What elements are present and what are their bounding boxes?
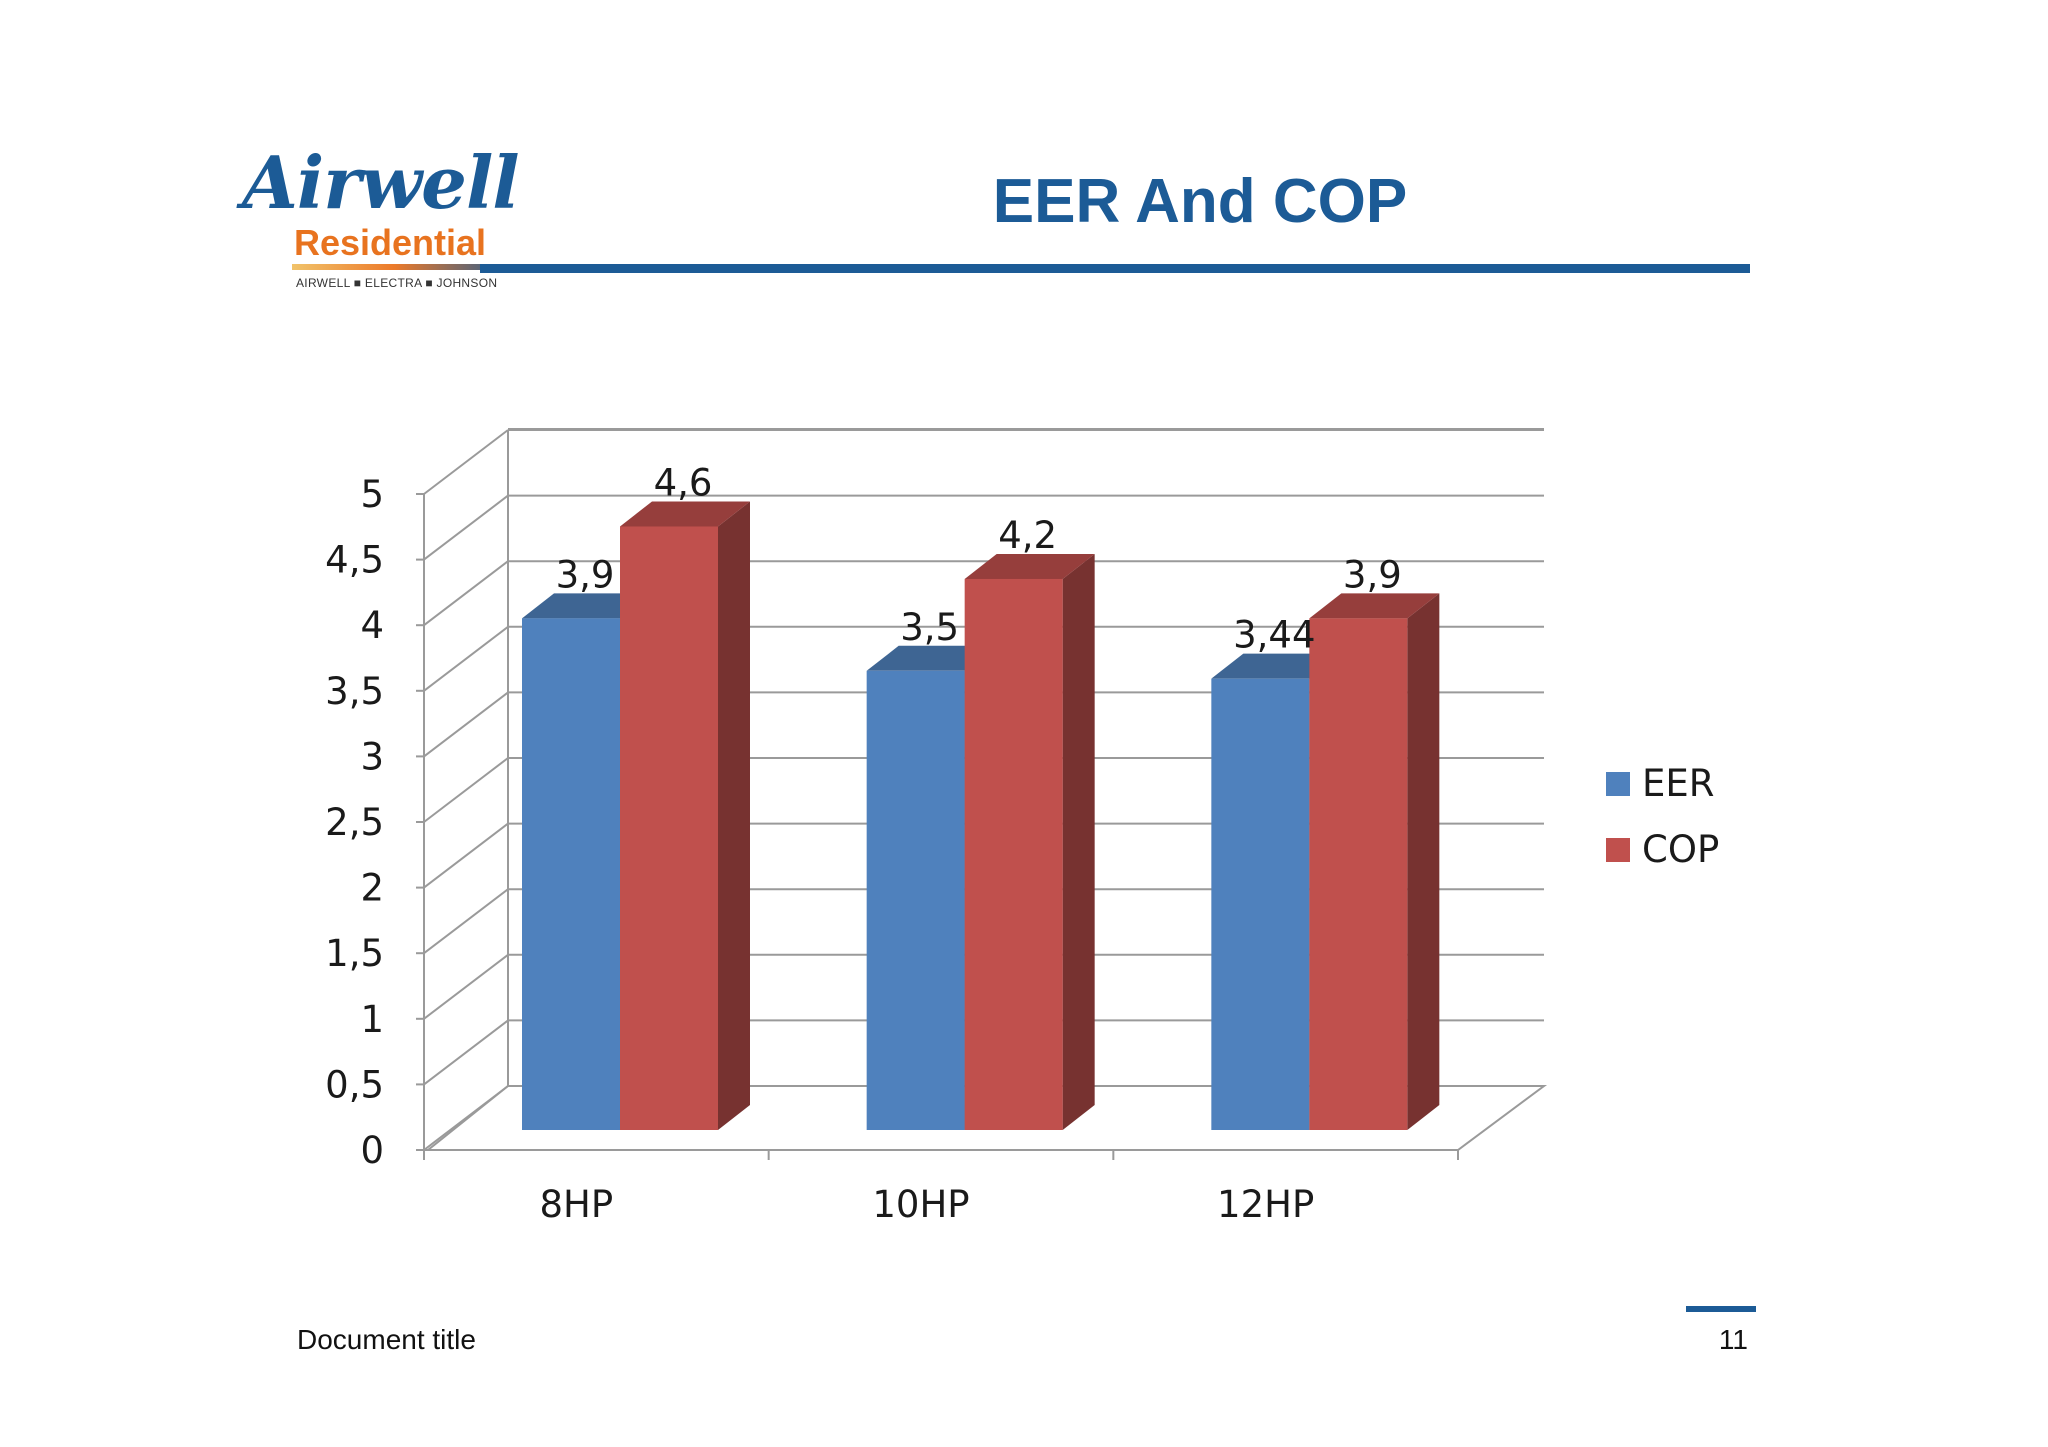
side-gridline-10 [423, 429, 509, 495]
y-tick-label-0: 0 [360, 1129, 384, 1172]
title-rule [480, 264, 1750, 273]
y-tick-label-9: 4,5 [325, 539, 384, 582]
footer-document-title: Document title [297, 1324, 476, 1355]
bar-cop-12hp [1309, 593, 1440, 1130]
data-label-cop-10hp: 4,2 [998, 514, 1057, 557]
slide-title: EER And COP [992, 167, 1408, 236]
y-tick-label-5: 2,5 [325, 801, 384, 844]
logo-brands-line: AIRWELL ■ ELECTRA ■ JOHNSON [296, 276, 498, 290]
bar-front-face [1211, 678, 1310, 1130]
bar-top-face [1211, 653, 1342, 679]
logo-gradient-bar [292, 264, 518, 270]
bar-top-face [620, 501, 750, 527]
side-gridline-9 [423, 494, 509, 561]
y-tick-label-2: 1 [360, 998, 384, 1041]
side-gridline-1 [423, 1019, 509, 1086]
bar-front-face [620, 526, 718, 1130]
legend-layer: EER COP [1606, 762, 1719, 871]
data-label-cop-8hp: 4,6 [654, 461, 713, 504]
data-label-eer-12hp: 3,44 [1233, 614, 1315, 657]
x-tick-label-8hp: 8HP [539, 1183, 613, 1226]
side-gridline-4 [423, 822, 509, 889]
logo-brand-text: Airwell [242, 140, 520, 225]
side-gridline-5 [423, 757, 509, 823]
y-tick-label-6: 3 [360, 735, 384, 778]
legend-label-cop: COP [1642, 828, 1719, 871]
bar-side-face [1407, 593, 1440, 1130]
x-tick-label-10hp: 10HP [872, 1183, 969, 1226]
bar-top-face [866, 645, 997, 671]
side-gridline-3 [423, 888, 509, 954]
data-label-cop-12hp: 3,9 [1343, 553, 1402, 596]
data-label-eer-8hp: 3,9 [556, 553, 615, 596]
y-tick-label-10: 5 [360, 473, 384, 516]
airwell-logo: Airwell Residential AIRWELL ■ ELECTRA ■ … [238, 140, 520, 300]
bar-top-face [964, 553, 1095, 579]
bars-layer [522, 501, 1440, 1131]
bar-top-face [1309, 593, 1440, 619]
y-tick-label-8: 4 [360, 604, 384, 647]
y-tick-label-1: 0,5 [325, 1063, 384, 1106]
x-tick-label-12hp: 12HP [1217, 1183, 1314, 1226]
legend-swatch-cop [1606, 838, 1630, 862]
bar-front-face [522, 618, 620, 1130]
side-gridline-8 [423, 560, 509, 626]
bar-top-face [522, 593, 652, 619]
logo-subtitle: Residential [294, 222, 487, 263]
legend-swatch-eer [1606, 772, 1630, 796]
data-label-eer-10hp: 3,5 [900, 606, 959, 649]
y-tick-label-7: 3,5 [325, 670, 384, 713]
side-gridline-7 [423, 626, 509, 692]
bar-front-face [1309, 618, 1408, 1130]
y-tick-label-3: 1,5 [325, 932, 384, 975]
labels-layer: 0 0,5 1 1,5 2 2,5 3 3,5 4 4,5 5 3,9 4,6 8HP 3,5 4,2 10HP… [325, 461, 1402, 1226]
legend-label-eer: EER [1642, 762, 1714, 805]
y-tick-label-4: 2 [360, 867, 384, 910]
page-number: 11 [1718, 1324, 1748, 1355]
bar-cop-10hp [964, 553, 1095, 1130]
side-gridline-2 [423, 954, 509, 1020]
bar-side-face [718, 501, 750, 1131]
footer-rule [1686, 1306, 1756, 1312]
bar-front-face [866, 670, 965, 1130]
side-gridline-6 [423, 691, 509, 758]
bar-side-face [1062, 553, 1095, 1130]
bar-front-face [964, 578, 1063, 1130]
bar-cop-8hp [620, 501, 750, 1131]
